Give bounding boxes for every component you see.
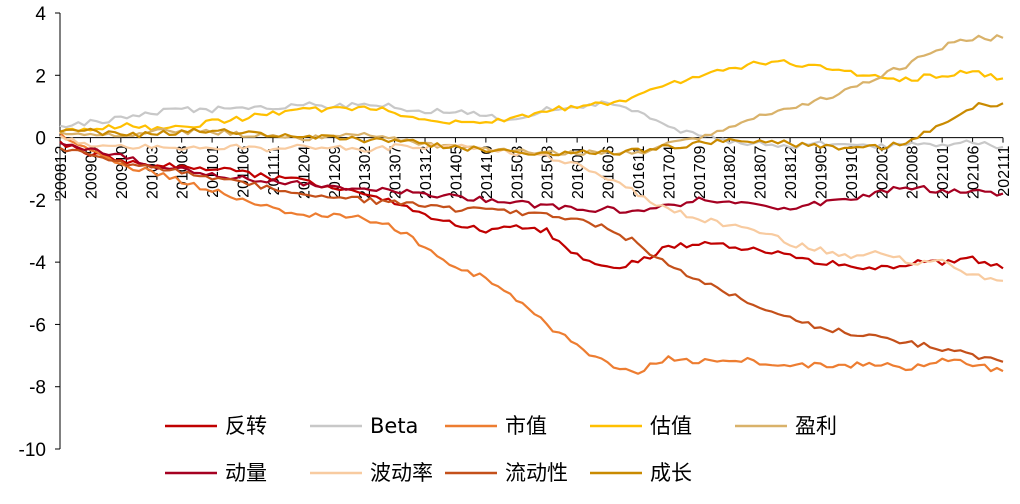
legend-label: 波动率 bbox=[370, 461, 433, 485]
series-line bbox=[59, 134, 1004, 282]
x-tick-label: 202101 bbox=[935, 145, 952, 198]
y-tick-label: -6 bbox=[29, 315, 46, 336]
x-tick-label: 202106 bbox=[966, 145, 983, 198]
legend-label: 市值 bbox=[505, 414, 547, 438]
x-tick-label: 201204 bbox=[296, 145, 313, 198]
x-tick-label: 201802 bbox=[722, 145, 739, 198]
legend-item: 流动性 bbox=[445, 461, 568, 485]
series-lines bbox=[59, 34, 1004, 375]
y-tick-label: -4 bbox=[29, 253, 46, 274]
x-tick-label: 201302 bbox=[357, 145, 374, 198]
x-tick-label: 201410 bbox=[479, 145, 496, 198]
y-tick-label: -2 bbox=[29, 191, 46, 212]
legend-item: 反转 bbox=[165, 414, 267, 438]
y-tick-label: 0 bbox=[35, 129, 46, 150]
legend-label: 成长 bbox=[650, 461, 692, 485]
x-tick-label: 201709 bbox=[692, 145, 709, 198]
x-tick-label: 201812 bbox=[783, 145, 800, 198]
y-tick-label: -10 bbox=[19, 440, 46, 461]
series-line bbox=[59, 59, 1004, 135]
x-tick-label: 202003 bbox=[874, 145, 891, 198]
x-tick-label: 202111 bbox=[996, 145, 1013, 196]
x-tick-label: 201807 bbox=[753, 145, 770, 198]
x-tick-label: 201101 bbox=[205, 145, 222, 197]
y-tick-label: 2 bbox=[35, 66, 46, 87]
x-tick-label: 201307 bbox=[388, 145, 405, 198]
legend-item: 波动率 bbox=[310, 461, 433, 485]
series-line bbox=[59, 140, 1004, 271]
x-tick-label: 201611 bbox=[631, 145, 648, 197]
x-tick-label: 201704 bbox=[661, 145, 678, 198]
legend-item: 动量 bbox=[165, 461, 267, 485]
legend-item: 成长 bbox=[590, 461, 692, 485]
x-axis: 200812 200905 200910 201003 201008 201101 2011… bbox=[53, 137, 1013, 199]
series-line bbox=[59, 141, 1004, 214]
x-tick-label: 201905 bbox=[813, 145, 830, 198]
legend-item: Beta bbox=[310, 414, 418, 438]
legend-label: 动量 bbox=[225, 461, 267, 485]
x-tick-label: 201405 bbox=[448, 145, 465, 198]
legend-label: 反转 bbox=[225, 414, 267, 438]
x-tick-label: 201606 bbox=[601, 145, 618, 198]
x-tick-label: 202008 bbox=[905, 145, 922, 198]
y-axis: 4 2 0 -2 -4 -6 -8 -10 bbox=[19, 4, 61, 461]
x-tick-label: 201111 bbox=[266, 145, 283, 195]
legend-item: 盈利 bbox=[735, 414, 837, 438]
x-tick-label: 201910 bbox=[844, 145, 861, 198]
legend-label: Beta bbox=[370, 414, 418, 438]
x-tick-label: 201601 bbox=[570, 145, 587, 198]
series-line bbox=[59, 131, 1004, 375]
legend-item: 市值 bbox=[445, 414, 547, 438]
y-tick-label: 4 bbox=[35, 4, 46, 25]
legend-item: 估值 bbox=[590, 414, 692, 438]
legend-label: 估值 bbox=[650, 414, 692, 438]
series-line bbox=[59, 101, 1004, 157]
x-tick-label: 201312 bbox=[418, 145, 435, 198]
x-tick-label: 200812 bbox=[53, 145, 70, 198]
x-tick-label: 200905 bbox=[83, 145, 100, 198]
legend-label: 流动性 bbox=[505, 461, 568, 485]
y-tick-label: -8 bbox=[29, 378, 46, 399]
legend-label: 盈利 bbox=[795, 414, 837, 438]
x-tick-label: 201503 bbox=[509, 145, 526, 198]
series-line bbox=[59, 34, 1004, 156]
series-line bbox=[59, 146, 1004, 363]
